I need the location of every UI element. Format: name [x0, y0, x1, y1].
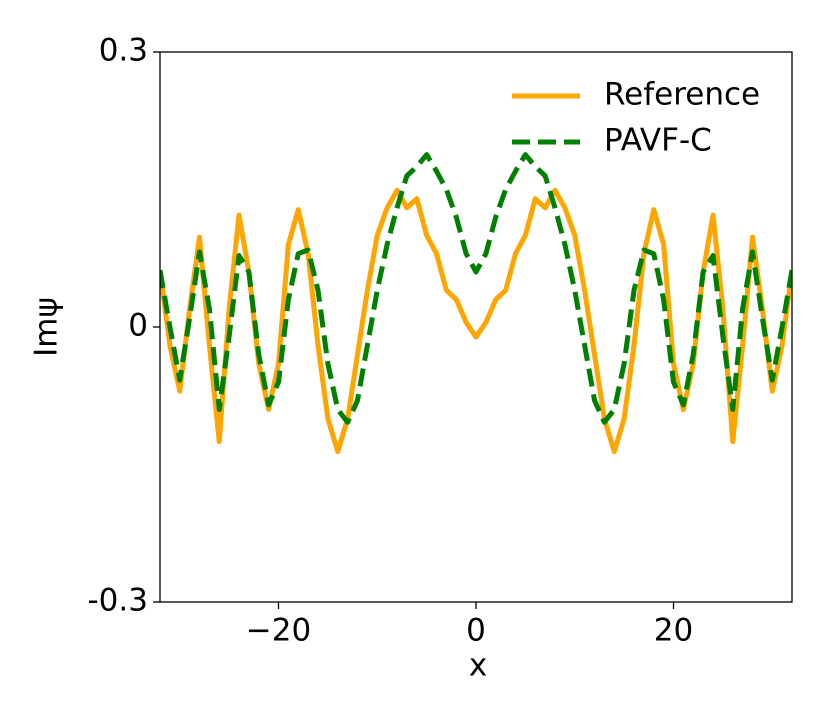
series-line	[160, 152, 792, 425]
plot-lines	[160, 152, 792, 455]
y-tick-label: 0.3	[99, 33, 148, 69]
x-tick-label: −20	[246, 613, 311, 649]
legend-label: Reference	[604, 77, 760, 113]
x-tick-label: 0	[466, 613, 486, 649]
x-tick-label: 20	[654, 613, 693, 649]
y-tick-label: -0.3	[88, 583, 149, 619]
x-axis-label: x	[469, 648, 487, 684]
series-line	[160, 187, 792, 455]
y-tick-label: 0	[128, 308, 148, 344]
legend-label: PAVF-C	[604, 123, 712, 159]
y-axis-label: Imψ	[29, 297, 65, 357]
